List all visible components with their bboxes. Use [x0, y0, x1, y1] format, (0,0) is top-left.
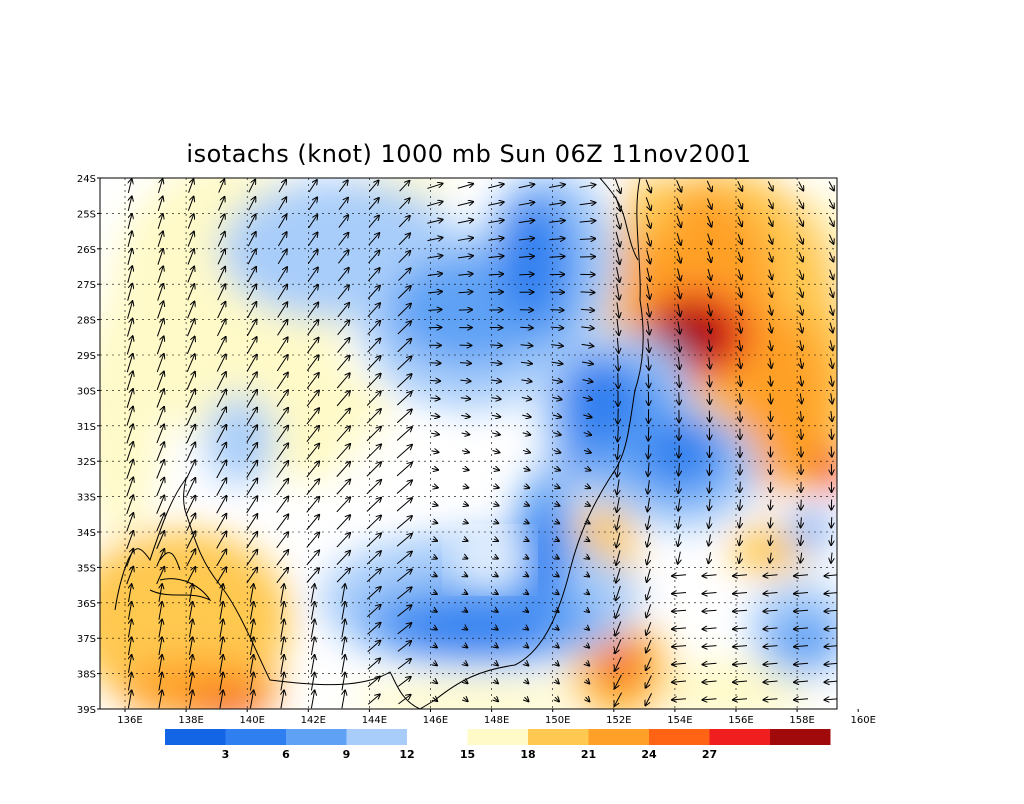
- lon-label: 144E: [362, 715, 387, 726]
- colorbar-label: 9: [343, 748, 351, 761]
- colorbar-swatch: [226, 729, 287, 745]
- wind-vector: [709, 464, 710, 475]
- colorbar-label: 12: [399, 748, 414, 761]
- colorbar-label: 15: [460, 748, 475, 761]
- wind-vector: [648, 427, 649, 441]
- wind-vector: [770, 500, 771, 510]
- lon-label: 154E: [667, 715, 692, 726]
- lon-label: 150E: [545, 715, 570, 726]
- lat-label: 26S: [77, 245, 96, 256]
- wind-vector: [648, 374, 649, 388]
- lon-label: 160E: [850, 715, 875, 726]
- lat-label: 38S: [77, 670, 96, 681]
- colorbar-label: 6: [282, 748, 290, 761]
- wind-vector: [679, 392, 680, 404]
- wind-vector: [550, 310, 563, 311]
- lon-label: 146E: [423, 715, 448, 726]
- lat-label: 28S: [77, 316, 96, 327]
- colorbar-swatch: [407, 729, 468, 745]
- wind-vector: [520, 327, 533, 328]
- lat-label: 24S: [77, 174, 96, 185]
- wind-vector: [679, 445, 680, 457]
- lon-label: 156E: [728, 715, 753, 726]
- wind-vector: [831, 446, 832, 456]
- colorbar-label: 3: [222, 748, 230, 761]
- wind-vector: [831, 517, 832, 527]
- lat-label: 25S: [77, 209, 96, 220]
- lat-label: 31S: [77, 422, 96, 433]
- lon-label: 142E: [301, 715, 326, 726]
- colorbar-swatch: [710, 729, 771, 745]
- wind-vector: [489, 292, 503, 293]
- lat-label: 35S: [77, 563, 96, 574]
- colorbar-swatch: [286, 729, 347, 745]
- isotach-field: [70, 160, 860, 720]
- colorbar-label: 27: [702, 748, 717, 761]
- colorbar-swatch: [528, 729, 589, 745]
- lon-label: 138E: [178, 715, 203, 726]
- lat-label: 34S: [77, 528, 96, 539]
- colorbar-swatch: [347, 729, 408, 745]
- lat-label: 33S: [77, 493, 96, 504]
- lon-label: 140E: [239, 715, 264, 726]
- colorbar-swatch: [468, 729, 529, 745]
- colorbar: 3 6 9 12 15 18 21 24 27: [165, 729, 831, 761]
- colorbar-swatch: [589, 729, 650, 745]
- wind-vector: [581, 292, 595, 293]
- lat-label: 36S: [77, 599, 96, 610]
- colorbar-label: 18: [520, 748, 535, 761]
- wind-vector: [801, 429, 802, 439]
- lat-label: 32S: [77, 457, 96, 468]
- colorbar-swatch: [165, 729, 226, 745]
- wind-vector: [740, 411, 741, 422]
- colorbar-label: 24: [641, 748, 657, 761]
- lon-label: 148E: [484, 715, 509, 726]
- wind-vector: [740, 482, 741, 493]
- longitude-labels: 136E 138E 140E 142E 144E 146E 148E 150E 152E 154E…: [117, 715, 876, 726]
- colorbar-label: 21: [581, 748, 596, 761]
- lon-label: 152E: [606, 715, 631, 726]
- colorbar-swatch: [649, 729, 710, 745]
- latitude-labels: 24S 25S 26S 27S 28S 29S 30S 31S 32S 33S 34S 35S 36S 3…: [77, 174, 96, 716]
- lat-label: 30S: [77, 386, 96, 397]
- lat-label: 29S: [77, 351, 96, 362]
- wind-vector: [519, 274, 533, 275]
- lat-label: 39S: [77, 705, 96, 716]
- lon-label: 136E: [117, 715, 142, 726]
- lat-label: 37S: [77, 634, 96, 645]
- lon-label: 158E: [789, 715, 814, 726]
- colorbar-swatch: [770, 729, 831, 745]
- lat-label: 27S: [77, 280, 96, 291]
